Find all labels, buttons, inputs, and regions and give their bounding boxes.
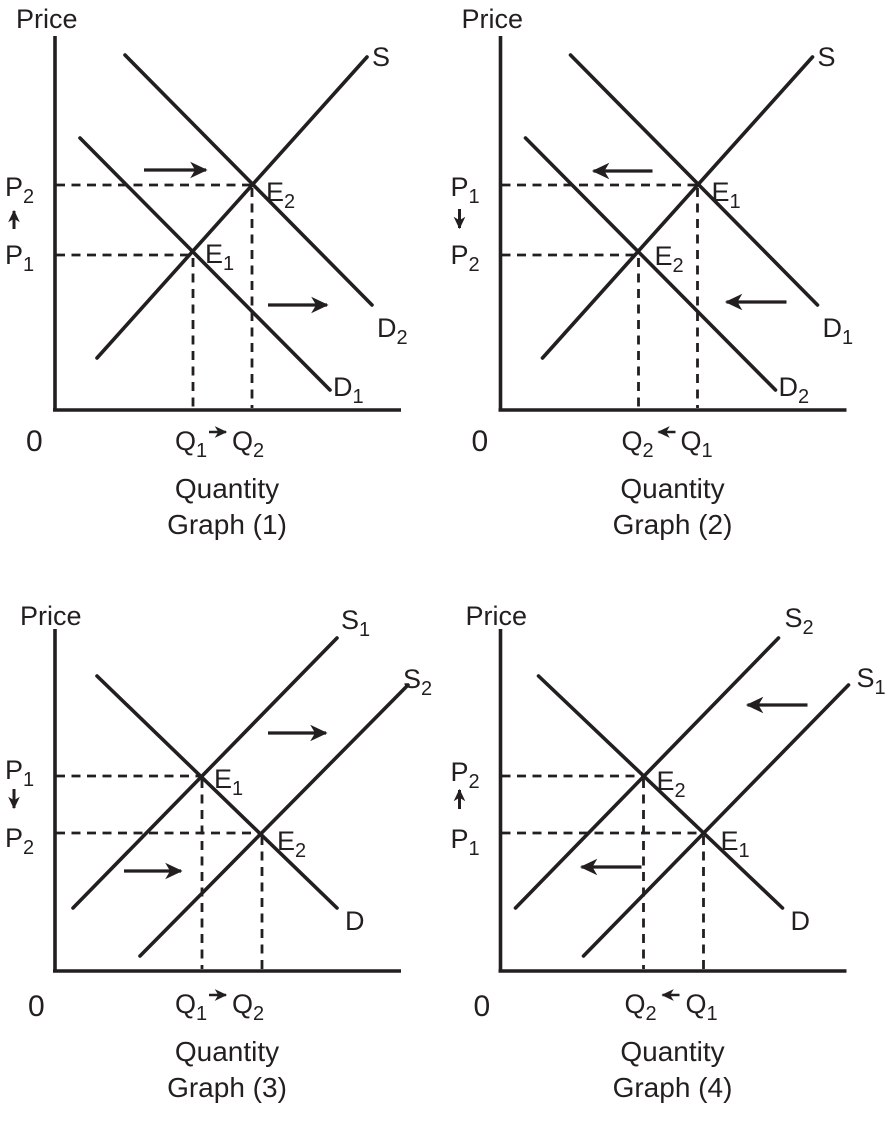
supply-new-label: S2 bbox=[403, 664, 432, 700]
origin-label: 0 bbox=[474, 990, 491, 1023]
origin-label: 0 bbox=[26, 425, 43, 458]
demand-curve bbox=[536, 674, 785, 910]
graph-3-panel: Price S1 S2 D E1 E2 P1 bbox=[0, 561, 445, 1122]
demand-label: D bbox=[791, 906, 811, 936]
demand-label: D bbox=[345, 906, 365, 936]
supply-new-label: S2 bbox=[785, 603, 814, 639]
equilibrium-initial-label: E1 bbox=[721, 826, 750, 862]
quantity-axis-caption: Quantity bbox=[620, 1036, 724, 1067]
quantity-axis-caption: Quantity bbox=[620, 473, 724, 504]
demand-initial-label: D1 bbox=[333, 372, 364, 408]
demand-curve-initial bbox=[568, 53, 820, 307]
qty-right-tick-label: Q1 bbox=[681, 426, 713, 462]
graph-2: Price S D1 D2 E1 E2 P1 bbox=[451, 4, 854, 540]
demand-curve-new bbox=[123, 53, 374, 307]
equilibrium-initial-label: E1 bbox=[214, 764, 243, 800]
qty-right-tick-label: Q2 bbox=[232, 426, 264, 462]
price-axis-label: Price bbox=[462, 4, 524, 34]
graph-2-panel: Price S D1 D2 E1 E2 P1 bbox=[445, 0, 891, 561]
supply-initial-label: S1 bbox=[857, 663, 886, 699]
graph-caption: Graph (1) bbox=[167, 509, 287, 540]
price-lower-tick-label: P2 bbox=[5, 823, 34, 859]
equilibrium-initial-label: E1 bbox=[712, 177, 741, 213]
supply-curve-initial bbox=[71, 636, 339, 910]
equilibrium-initial-label: E1 bbox=[205, 239, 234, 275]
graph-3: Price S1 S2 D E1 E2 P1 bbox=[5, 601, 432, 1103]
graph-caption: Graph (3) bbox=[167, 1072, 287, 1103]
supply-curve-new bbox=[138, 683, 410, 958]
price-axis-label: Price bbox=[20, 601, 82, 631]
demand-initial-label: D1 bbox=[823, 313, 854, 349]
graph-1-panel: Price S D1 D2 E1 E2 P2 bbox=[0, 0, 445, 561]
price-upper-tick-label: P1 bbox=[451, 172, 480, 208]
qty-left-tick-label: Q2 bbox=[622, 426, 654, 462]
equilibrium-new-label: E2 bbox=[655, 241, 684, 277]
qty-left-tick-label: Q1 bbox=[175, 989, 207, 1025]
qty-right-tick-label: Q1 bbox=[686, 989, 718, 1025]
demand-curve bbox=[95, 674, 339, 910]
supply-label: S bbox=[372, 42, 390, 72]
price-upper-tick-label: P2 bbox=[451, 757, 480, 793]
qty-left-tick-label: Q2 bbox=[625, 989, 657, 1025]
supply-curve-new bbox=[513, 636, 781, 910]
supply-label: S bbox=[818, 42, 836, 72]
price-upper-tick-label: P2 bbox=[5, 172, 34, 208]
equilibrium-new-label: E2 bbox=[277, 826, 306, 862]
origin-label: 0 bbox=[472, 425, 489, 458]
price-lower-tick-label: P2 bbox=[451, 240, 480, 276]
origin-label: 0 bbox=[28, 990, 45, 1023]
quantity-axis-caption: Quantity bbox=[175, 473, 279, 504]
equilibrium-new-label: E2 bbox=[657, 766, 686, 802]
price-axis-label: Price bbox=[16, 4, 78, 34]
supply-initial-label: S1 bbox=[341, 605, 370, 641]
price-lower-tick-label: P1 bbox=[5, 240, 34, 276]
qty-right-tick-label: Q2 bbox=[232, 989, 264, 1025]
price-lower-tick-label: P1 bbox=[451, 824, 480, 860]
supply-curve-initial bbox=[581, 683, 851, 958]
price-axis-label: Price bbox=[466, 601, 528, 631]
qty-left-tick-label: Q1 bbox=[175, 426, 207, 462]
graph-1: Price S D1 D2 E1 E2 P2 bbox=[5, 4, 408, 540]
quantity-axis-caption: Quantity bbox=[175, 1036, 279, 1067]
price-upper-tick-label: P1 bbox=[5, 755, 34, 791]
graph-4: Price S2 S1 D E2 E1 P2 bbox=[451, 601, 886, 1103]
graph-4-panel: Price S2 S1 D E2 E1 P2 bbox=[445, 561, 891, 1122]
demand-new-label: D2 bbox=[377, 313, 408, 349]
graph-caption: Graph (2) bbox=[613, 509, 733, 540]
demand-curve-initial bbox=[78, 136, 332, 392]
supply-curve bbox=[540, 55, 815, 360]
demand-curve-new bbox=[523, 136, 778, 392]
equilibrium-new-label: E2 bbox=[266, 177, 295, 213]
supply-curve bbox=[95, 55, 369, 360]
graph-caption: Graph (4) bbox=[613, 1072, 733, 1103]
demand-new-label: D2 bbox=[779, 372, 810, 408]
